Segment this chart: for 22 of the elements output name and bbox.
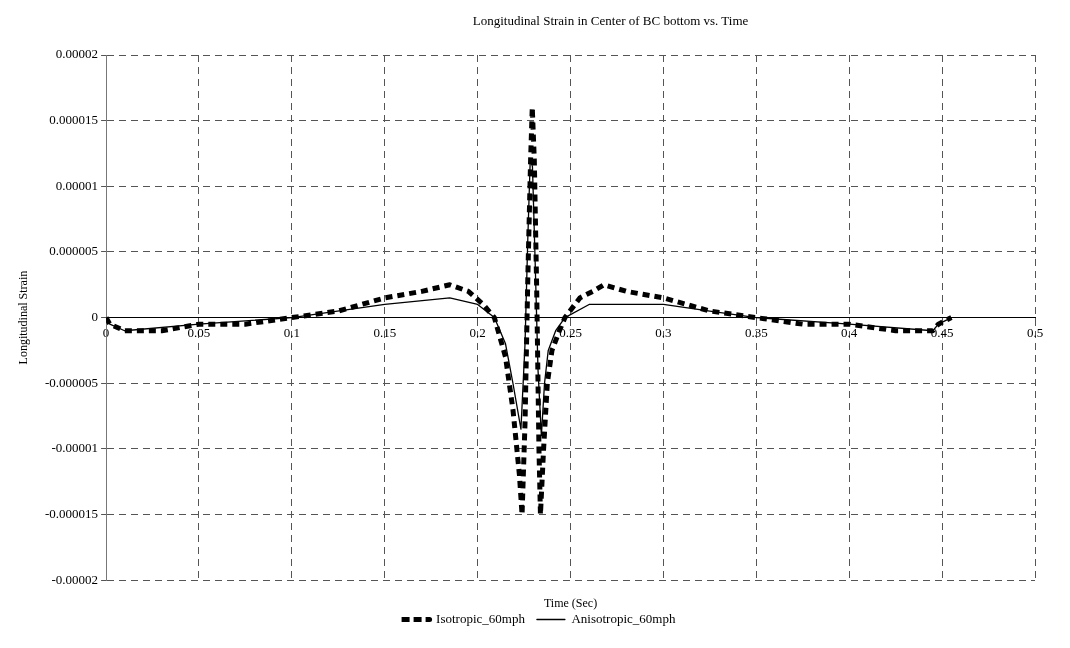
legend-label: Isotropic_60mph <box>436 610 526 626</box>
x-tick-label: 0.15 <box>373 324 397 340</box>
x-tick-label: 0.35 <box>744 324 768 340</box>
x-tick-label: 0.4 <box>841 324 858 340</box>
y-tick-label: -0.000015 <box>44 505 99 521</box>
y-tick-label: -0.00002 <box>51 571 99 587</box>
x-axis-title: Time (Sec) <box>543 596 598 611</box>
y-tick-label: 0.00001 <box>55 177 99 193</box>
y-tick-label: 0.000015 <box>49 112 99 128</box>
x-tick-label: 0.5 <box>1026 324 1044 340</box>
x-tick-label: 0.3 <box>655 324 672 340</box>
y-tick-label: 0.000005 <box>49 243 99 259</box>
x-tick-label: 0.05 <box>187 324 211 340</box>
x-tick-label: 0.1 <box>283 324 300 340</box>
chart-title: Longitudinal Strain in Center of BC bottom vs. Time <box>472 13 749 29</box>
y-tick-label: 0 <box>91 309 99 325</box>
y-tick-label: -0.00001 <box>51 440 99 456</box>
y-tick-label: 0.00002 <box>55 46 99 62</box>
y-tick-label: -0.000005 <box>44 374 99 390</box>
x-tick-label: 0.2 <box>469 324 486 340</box>
y-axis-title: Longitudinal Strain <box>16 270 31 365</box>
legend-label: Anisotropic_60mph <box>571 610 676 626</box>
